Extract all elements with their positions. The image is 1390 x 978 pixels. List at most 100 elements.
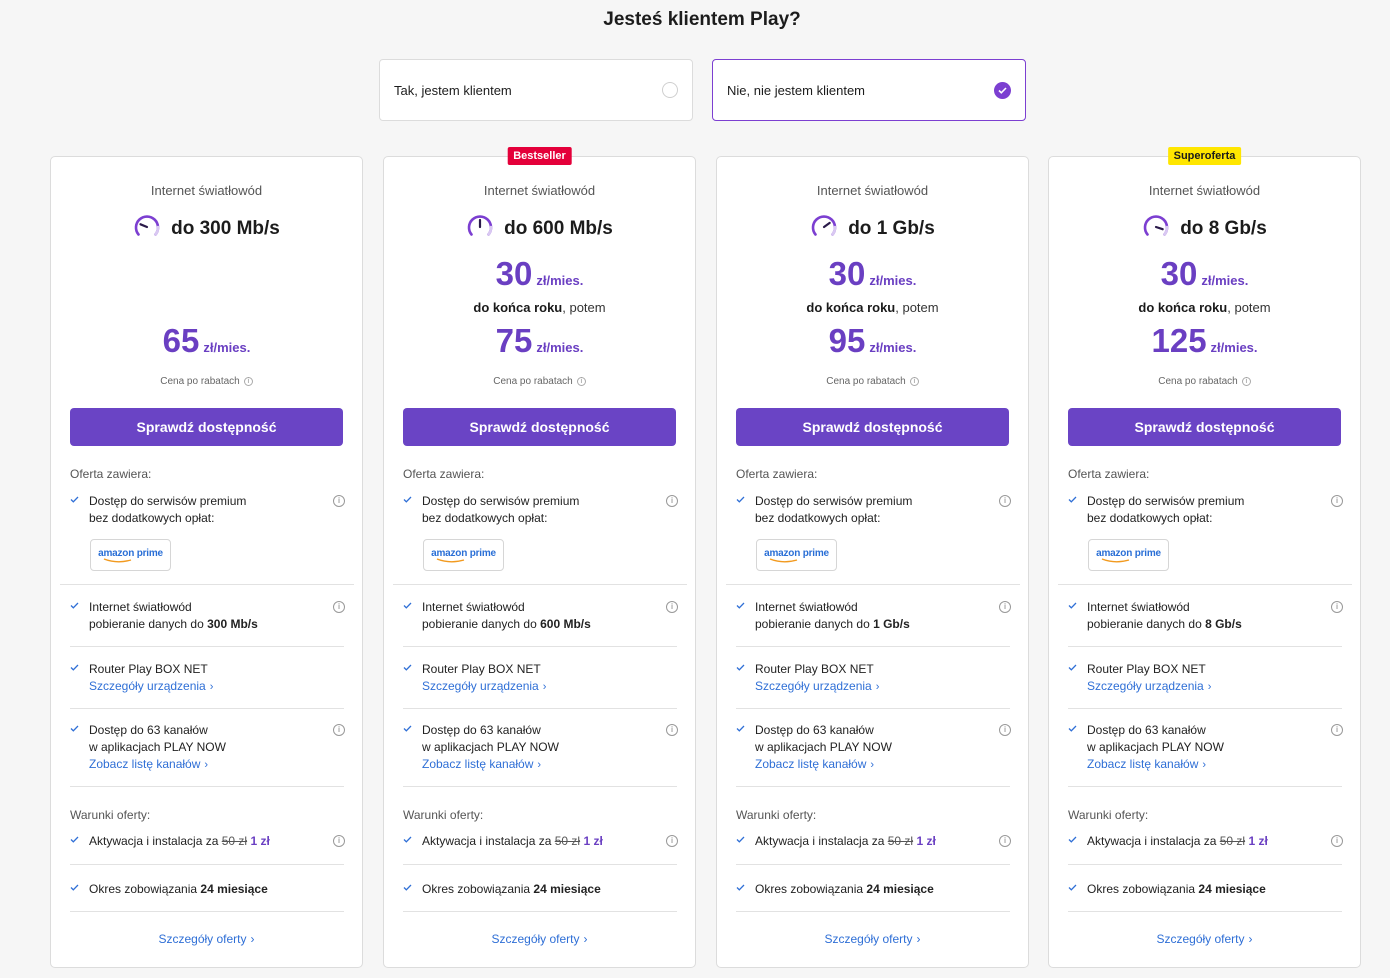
speedometer-icon: [466, 213, 494, 244]
feature-text: Internet światłowód: [422, 600, 525, 614]
check-availability-button[interactable]: Sprawdź dostępność: [403, 408, 676, 446]
feature-text: Dostęp do 63 kanałów: [755, 723, 874, 737]
feature-text: Internet światłowód: [755, 600, 858, 614]
feature-speed-value: 8 Gb/s: [1205, 617, 1242, 631]
check-icon: [403, 884, 412, 891]
channel-list-link[interactable]: Zobacz listę kanałów ›: [1087, 756, 1206, 774]
info-icon[interactable]: i: [333, 835, 345, 847]
divider: [726, 584, 1020, 585]
feature-text: Internet światłowód: [1087, 600, 1190, 614]
offer-details-link-label: Szczegóły oferty: [824, 932, 913, 946]
client-option-yes[interactable]: Tak, jestem klientem: [379, 59, 693, 121]
chevron-right-icon: ›: [1248, 932, 1253, 946]
check-availability-button[interactable]: Sprawdź dostępność: [70, 408, 343, 446]
check-icon: [1068, 664, 1077, 671]
device-details-link-label: Szczegóły urządzenia: [755, 679, 872, 693]
info-icon[interactable]: i: [666, 495, 678, 507]
promo-price: 30: [1160, 255, 1198, 292]
offer-details-link[interactable]: Szczegóły oferty ›: [384, 932, 695, 946]
offer-details-link[interactable]: Szczegóły oferty ›: [51, 932, 362, 946]
radio-unchecked-icon[interactable]: [662, 82, 678, 98]
info-icon[interactable]: i: [333, 495, 345, 507]
device-details-link[interactable]: Szczegóły urządzenia ›: [89, 678, 213, 696]
info-icon[interactable]: i: [666, 601, 678, 613]
info-icon[interactable]: i: [909, 377, 919, 386]
plan-technology: Internet światłowód: [1148, 183, 1261, 198]
check-icon: [70, 836, 79, 843]
info-icon[interactable]: i: [1241, 377, 1251, 386]
chevron-right-icon: ›: [250, 932, 255, 946]
feature-channels: Dostęp do 63 kanałów w aplikacjach PLAY N…: [1068, 722, 1343, 774]
feature-premium: Dostęp do serwisów premium bez dodatkowyc…: [403, 493, 678, 527]
feature-speed-value: 600 Mb/s: [540, 617, 591, 631]
feature-text: Okres zobowiązania: [755, 882, 867, 896]
divider: [403, 786, 677, 787]
feature-text: bez dodatkowych opłat:: [422, 511, 548, 525]
device-details-link[interactable]: Szczegóły urządzenia ›: [755, 678, 879, 696]
plan-speed-row: do 1 Gb/s: [717, 213, 1028, 244]
device-details-link[interactable]: Szczegóły urządzenia ›: [422, 678, 546, 696]
info-icon[interactable]: i: [666, 835, 678, 847]
divider: [1068, 864, 1342, 865]
offer-details-link[interactable]: Szczegóły oferty ›: [1049, 932, 1360, 946]
divider: [736, 708, 1010, 709]
speedometer-icon: [810, 213, 838, 244]
info-icon[interactable]: i: [1331, 601, 1343, 613]
promo-price-unit: zł/mies.: [536, 273, 584, 288]
feature-text: bez dodatkowych opłat:: [1087, 511, 1213, 525]
info-icon[interactable]: i: [999, 601, 1011, 613]
amazon-prime-text: amazon prime: [764, 547, 829, 559]
feature-commitment: Okres zobowiązania 24 miesiące: [403, 881, 678, 898]
check-icon: [403, 664, 412, 671]
amazon-smile-icon: [103, 557, 131, 562]
divider: [70, 646, 344, 647]
promo-note-bold: do końca roku: [473, 300, 563, 315]
info-icon[interactable]: i: [576, 377, 586, 386]
info-icon[interactable]: i: [999, 835, 1011, 847]
plan-technology: Internet światłowód: [483, 183, 596, 198]
divider: [403, 911, 677, 912]
info-icon[interactable]: i: [333, 601, 345, 613]
info-icon[interactable]: i: [243, 377, 253, 386]
info-icon[interactable]: i: [999, 495, 1011, 507]
price-row: 95 zł/mies.: [717, 322, 1028, 360]
feature-text: w aplikacjach PLAY NOW: [755, 740, 892, 754]
channel-list-link-label: Zobacz listę kanałów: [1087, 757, 1199, 771]
check-circle-icon[interactable]: [994, 81, 1011, 99]
feature-commitment: Okres zobowiązania 24 miesiące: [70, 881, 345, 898]
check-availability-button[interactable]: Sprawdź dostępność: [736, 408, 1009, 446]
amazon-smile-icon: [769, 557, 797, 562]
divider: [1068, 708, 1342, 709]
feature-text: bez dodatkowych opłat:: [755, 511, 881, 525]
info-icon[interactable]: i: [1331, 495, 1343, 507]
client-option-no[interactable]: Nie, nie jestem klientem: [712, 59, 1026, 121]
promo-note-bold: do końca roku: [1138, 300, 1228, 315]
feature-router: Router Play BOX NET Szczegóły urządzenia ›: [403, 661, 678, 696]
device-details-link[interactable]: Szczegóły urządzenia ›: [1087, 678, 1211, 696]
check-availability-button[interactable]: Sprawdź dostępność: [1068, 408, 1341, 446]
chevron-right-icon: ›: [1207, 681, 1212, 693]
device-details-link-label: Szczegóły urządzenia: [1087, 679, 1204, 693]
plan-speed: do 1 Gb/s: [848, 217, 935, 239]
offer-includes-label: Oferta zawiera:: [1068, 467, 1150, 481]
offer-conditions-label: Warunki oferty:: [403, 808, 484, 822]
channel-list-link[interactable]: Zobacz listę kanałów ›: [89, 756, 208, 774]
feature-text: Aktywacja i instalacja za: [89, 834, 222, 848]
feature-activation: Aktywacja i instalacja za 50 zł 1 zł i: [1068, 833, 1343, 850]
amazon-prime-logo: amazon prime: [1088, 539, 1169, 571]
info-icon[interactable]: i: [666, 724, 678, 736]
check-icon: [403, 496, 412, 503]
feature-text: Internet światłowód: [89, 600, 192, 614]
offer-details-link[interactable]: Szczegóły oferty ›: [717, 932, 1028, 946]
channel-list-link[interactable]: Zobacz listę kanałów ›: [755, 756, 874, 774]
info-icon[interactable]: i: [999, 724, 1011, 736]
chevron-right-icon: ›: [542, 681, 547, 693]
info-icon[interactable]: i: [1331, 835, 1343, 847]
discount-note: Cena po rabatach i: [384, 376, 695, 387]
channel-list-link[interactable]: Zobacz listę kanałów ›: [422, 756, 541, 774]
feature-text: Aktywacja i instalacja za: [1087, 834, 1220, 848]
info-icon[interactable]: i: [333, 724, 345, 736]
divider: [403, 646, 677, 647]
commitment-value: 24 miesiące: [533, 882, 601, 896]
info-icon[interactable]: i: [1331, 724, 1343, 736]
